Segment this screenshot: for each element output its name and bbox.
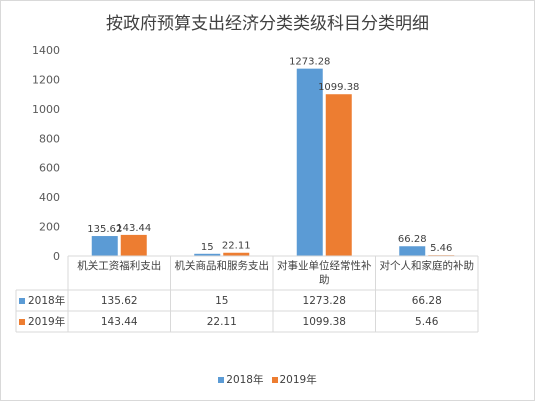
y-tick-label: 1200 (32, 73, 60, 86)
table-cell: 15 (215, 294, 229, 307)
series-name: 2019年 (28, 315, 66, 328)
category-label: 机关商品和服务支出 (174, 260, 270, 272)
y-tick-label: 200 (39, 221, 60, 234)
data-label: 135.62 (87, 224, 122, 235)
data-label: 5.46 (430, 243, 452, 254)
series-name: 2018年 (28, 294, 66, 307)
data-label: 22.11 (222, 241, 251, 252)
data-label: 143.44 (116, 223, 151, 234)
data-label: 66.28 (398, 234, 427, 245)
bar (91, 236, 118, 256)
legend: 2018年 2019年 (0, 372, 535, 387)
series-swatch (19, 297, 25, 304)
y-tick-label: 600 (39, 162, 60, 175)
y-tick-label: 400 (39, 191, 60, 204)
y-tick-label: 0 (53, 250, 60, 263)
table-cell: 1099.38 (302, 315, 346, 328)
data-label: 1273.28 (289, 57, 330, 68)
bar (325, 94, 352, 256)
table-cell: 5.46 (415, 315, 439, 328)
chart-title: 按政府预算支出经济分类类级科目分类明细 (106, 14, 429, 34)
table-cell: 135.62 (100, 294, 138, 307)
legend-item: 2019年 (271, 372, 317, 387)
data-label: 1099.38 (318, 82, 359, 93)
legend-label: 2019年 (279, 374, 317, 386)
category-label: 对事业单位经常性补助 (277, 260, 372, 286)
y-tick-label: 1000 (32, 103, 60, 116)
table-cell: 143.44 (100, 315, 138, 328)
legend-item: 2018年 (218, 372, 264, 387)
legend-label: 2018年 (226, 374, 264, 386)
bar (223, 252, 250, 256)
bar (399, 246, 426, 256)
y-tick-label: 1400 (32, 44, 60, 57)
legend-swatch (271, 376, 278, 383)
table-cell: 66.28 (411, 294, 442, 307)
data-label: 15 (201, 242, 214, 253)
y-tick-label: 800 (39, 132, 60, 145)
series-swatch (19, 318, 25, 325)
table-cell: 1273.28 (302, 294, 346, 307)
table-row-header: 2018年 (19, 290, 65, 311)
bar (296, 68, 323, 257)
legend-swatch (218, 376, 225, 383)
bar (194, 253, 221, 256)
category-label: 机关工资福利支出 (77, 260, 162, 272)
category-label: 对个人和家庭的补助 (379, 260, 475, 272)
bar (120, 234, 147, 256)
table-cell: 22.11 (206, 315, 237, 328)
table-row-header: 2019年 (19, 311, 65, 332)
